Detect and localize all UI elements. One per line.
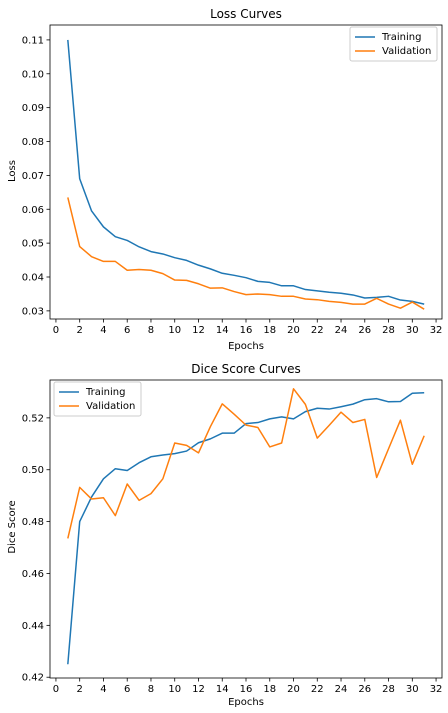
dice-x-tick-label: 20 (287, 684, 300, 695)
dice-x-tick-label: 2 (77, 684, 83, 695)
dice-chart-legend: Training Validation (53, 381, 142, 417)
loss-x-tick-label: 14 (216, 325, 229, 336)
dice-x-tick-label: 6 (124, 684, 130, 695)
loss-x-tick-label: 20 (287, 325, 300, 336)
dice-x-tick-label: 14 (216, 684, 229, 695)
loss-y-tick-label: 0.10 (22, 69, 44, 80)
loss-x-tick-label: 4 (100, 325, 106, 336)
dice-y-tick-label: 0.42 (22, 673, 44, 684)
loss-x-tick-label: 6 (124, 325, 130, 336)
dice-chart-xlabel: Epochs (228, 697, 264, 708)
dice-x-tick-label: 30 (406, 684, 419, 695)
legend-validation-label: Validation (86, 401, 135, 412)
loss-x-tick-label: 8 (148, 325, 154, 336)
loss-x-tick-label: 24 (335, 325, 348, 336)
loss-axes-frame (49, 24, 443, 320)
dice-series-training-line (67, 391, 425, 665)
loss-x-tick-label: 16 (240, 325, 253, 336)
loss-x-tick-label: 0 (53, 325, 59, 336)
loss-chart-title: Loss Curves (210, 7, 282, 21)
loss-x-tick-label: 22 (311, 325, 324, 336)
loss-y-tick-label: 0.05 (22, 239, 44, 250)
loss-y-tick-label: 0.08 (22, 137, 44, 148)
dice-x-tick-label: 10 (168, 684, 181, 695)
loss-y-tick-label: 0.11 (22, 35, 44, 46)
loss-y-tick-label: 0.09 (22, 103, 44, 114)
legend-frame (53, 381, 142, 417)
legend-validation-label: Validation (382, 46, 431, 57)
loss-chart-legend: Training Validation (349, 26, 438, 62)
dice-chart-title: Dice Score Curves (191, 362, 300, 376)
dice-y-tick-label: 0.50 (22, 465, 44, 476)
loss-chart-xlabel: Epochs (228, 341, 264, 352)
loss-y-tick-label: 0.03 (22, 306, 44, 317)
dice-y-tick-label: 0.48 (22, 517, 44, 528)
loss-x-tick-label: 10 (168, 325, 181, 336)
dice-x-tick-label: 0 (53, 684, 59, 695)
loss-series-training-line (67, 39, 425, 305)
dice-y-tick-label: 0.44 (22, 621, 44, 632)
loss-x-tick-label: 12 (192, 325, 205, 336)
loss-y-tick-label: 0.07 (22, 171, 44, 182)
dice-y-tick-label: 0.46 (22, 569, 44, 580)
loss-x-tick-label: 30 (406, 325, 419, 336)
dice-y-tick-label: 0.52 (22, 413, 44, 424)
loss-y-tick-label: 0.04 (22, 273, 44, 284)
loss-y-tick-label: 0.06 (22, 205, 44, 216)
loss-curves-chart: Loss Curves Epochs Loss 0 2 4 6 8 10 12 14 16 18 2… (7, 7, 442, 352)
dice-x-tick-label: 32 (430, 684, 443, 695)
dice-x-tick-label: 12 (192, 684, 205, 695)
dice-x-tick-label: 16 (240, 684, 253, 695)
loss-series-validation-line (67, 197, 425, 310)
legend-training-label: Training (381, 32, 421, 43)
dice-x-tick-label: 18 (263, 684, 276, 695)
loss-x-tick-label: 2 (77, 325, 83, 336)
loss-x-tick-label: 32 (430, 325, 443, 336)
loss-x-tick-label: 18 (263, 325, 276, 336)
dice-x-tick-label: 28 (382, 684, 395, 695)
loss-x-tick-label: 28 (382, 325, 395, 336)
dice-x-tick-label: 22 (311, 684, 324, 695)
loss-chart-ylabel: Loss (7, 160, 18, 182)
dice-x-tick-label: 8 (148, 684, 154, 695)
loss-x-tick-label: 26 (358, 325, 371, 336)
dice-series-validation-line (67, 388, 425, 539)
legend-training-label: Training (85, 387, 125, 398)
dice-x-tick-label: 26 (358, 684, 371, 695)
legend-frame (349, 26, 438, 62)
dice-x-tick-label: 4 (100, 684, 106, 695)
dice-x-tick-label: 24 (335, 684, 348, 695)
dice-chart-ylabel: Dice Score (7, 500, 18, 553)
